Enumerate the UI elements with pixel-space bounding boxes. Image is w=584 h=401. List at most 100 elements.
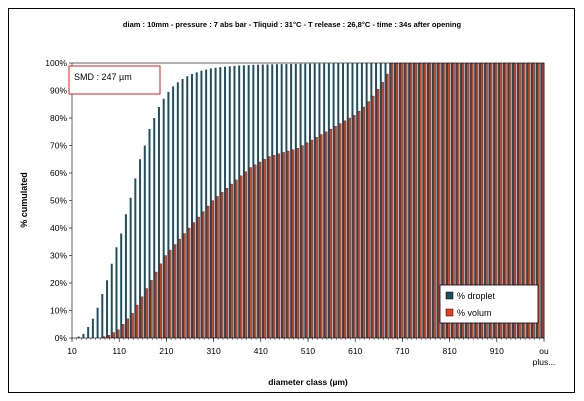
bar-droplet-52	[318, 63, 321, 339]
bar-volum-38	[254, 164, 257, 339]
bar-droplet-22	[176, 82, 179, 338]
bar-droplet-58	[346, 63, 349, 339]
bar-volum-35	[240, 175, 243, 339]
bar-droplet-21	[172, 86, 175, 338]
bar-droplet-80	[450, 63, 453, 338]
bar-volum-14	[140, 296, 144, 339]
bar-droplet-69	[398, 63, 401, 338]
bar-volum-76	[433, 62, 436, 339]
bar-droplet-92	[507, 63, 510, 338]
bar-droplet-54	[327, 63, 330, 338]
bar-droplet-12	[129, 197, 132, 338]
bar-droplet-76	[431, 63, 434, 338]
bar-droplet-16	[148, 129, 151, 338]
bar-droplet-51	[313, 63, 316, 338]
bar-droplet-1	[77, 336, 80, 338]
bar-droplet-98	[535, 63, 538, 338]
bar-volum-54	[329, 128, 332, 339]
bar-volum-41	[268, 156, 271, 339]
bar-droplet-72	[412, 63, 415, 338]
bar-droplet-32	[224, 66, 227, 339]
legend-box	[439, 284, 539, 324]
bar-volum-10	[122, 324, 125, 339]
bar-volum-11	[126, 318, 130, 339]
x-tick-label-8: 810	[443, 346, 457, 356]
bar-volum-28	[207, 205, 210, 339]
bar-droplet-24	[186, 76, 189, 338]
bar-droplet-96	[526, 63, 529, 338]
bar-droplet-59	[351, 63, 354, 338]
y-tick-label-1: 10%	[50, 306, 67, 316]
bar-volum-37	[249, 167, 252, 339]
bar-volum-15	[145, 288, 148, 339]
bar-droplet-77	[436, 63, 439, 338]
bar-droplet-29	[209, 68, 212, 338]
x-tick-label-6: 610	[348, 346, 362, 356]
bar-volum-7	[107, 335, 111, 339]
bar-droplet-85	[474, 63, 477, 338]
bar-volum-73	[419, 62, 422, 339]
bar-volum-74	[424, 62, 427, 339]
smd-annotation-box	[68, 65, 161, 95]
legend-swatch-droplet	[445, 291, 454, 300]
bar-droplet-37	[247, 65, 250, 338]
x-tick-label-7: 710	[395, 346, 409, 356]
bar-droplet-49	[304, 63, 307, 338]
bar-volum-66	[386, 73, 389, 339]
bar-volum-47	[296, 148, 299, 339]
bar-volum-64	[376, 89, 380, 339]
bar-droplet-20	[167, 91, 170, 338]
bar-droplet-75	[427, 63, 429, 338]
bar-droplet-39	[257, 64, 260, 339]
bar-volum-71	[409, 62, 413, 339]
bar-droplet-4	[91, 318, 94, 338]
bar-droplet-90	[497, 63, 500, 338]
bar-volum-75	[428, 62, 432, 339]
y-tick-label-3: 30%	[50, 251, 67, 261]
bar-droplet-42	[271, 64, 274, 338]
bar-droplet-8	[110, 263, 113, 338]
bar-volum-72	[414, 62, 417, 339]
bar-droplet-67	[389, 63, 392, 338]
bar-droplet-65	[379, 63, 382, 338]
bar-volum-55	[334, 126, 337, 339]
bar-droplet-6	[101, 294, 104, 338]
legend-label-droplet: % droplet	[457, 291, 496, 301]
bar-droplet-28	[205, 69, 208, 338]
bar-droplet-41	[266, 64, 269, 339]
bar-droplet-36	[242, 65, 245, 339]
x-tick-label-3: 310	[207, 346, 221, 356]
bar-droplet-78	[441, 63, 444, 338]
bar-droplet-91	[502, 63, 505, 338]
y-tick-label-2: 20%	[50, 278, 67, 288]
y-axis-label: % cumulated	[19, 172, 29, 228]
bar-volum-23	[183, 233, 186, 339]
bar-droplet-47	[294, 63, 297, 338]
bar-volum-21	[173, 244, 177, 339]
bar-droplet-31	[219, 67, 222, 338]
bar-volum-69	[400, 62, 403, 339]
bar-volum-25	[192, 222, 196, 339]
legend-label-volum: % volum	[457, 308, 492, 318]
bar-droplet-60	[356, 63, 359, 338]
bar-droplet-93	[511, 63, 514, 338]
bar-droplet-74	[422, 63, 425, 338]
bar-droplet-23	[181, 78, 184, 338]
bar-volum-26	[197, 216, 200, 339]
bar-volum-68	[395, 62, 399, 339]
bar-droplet-19	[162, 98, 165, 338]
x-tick-label-1: 110	[112, 346, 126, 356]
smd-annotation: SMD : 247 µm	[68, 65, 161, 95]
y-tick-label-7: 70%	[50, 141, 67, 151]
bar-volum-17	[155, 271, 158, 339]
bar-volum-49	[306, 142, 309, 339]
smd-annotation-text: SMD : 247 µm	[74, 72, 132, 82]
bar-droplet-57	[342, 63, 345, 339]
y-tick-label-9: 90%	[50, 86, 67, 96]
legend: % droplet % volum	[439, 284, 539, 324]
bar-droplet-14	[139, 159, 142, 338]
bar-droplet-30	[214, 67, 217, 338]
bar-volum-59	[353, 115, 356, 339]
bar-droplet-81	[455, 63, 458, 338]
bar-droplet-2	[82, 333, 85, 338]
